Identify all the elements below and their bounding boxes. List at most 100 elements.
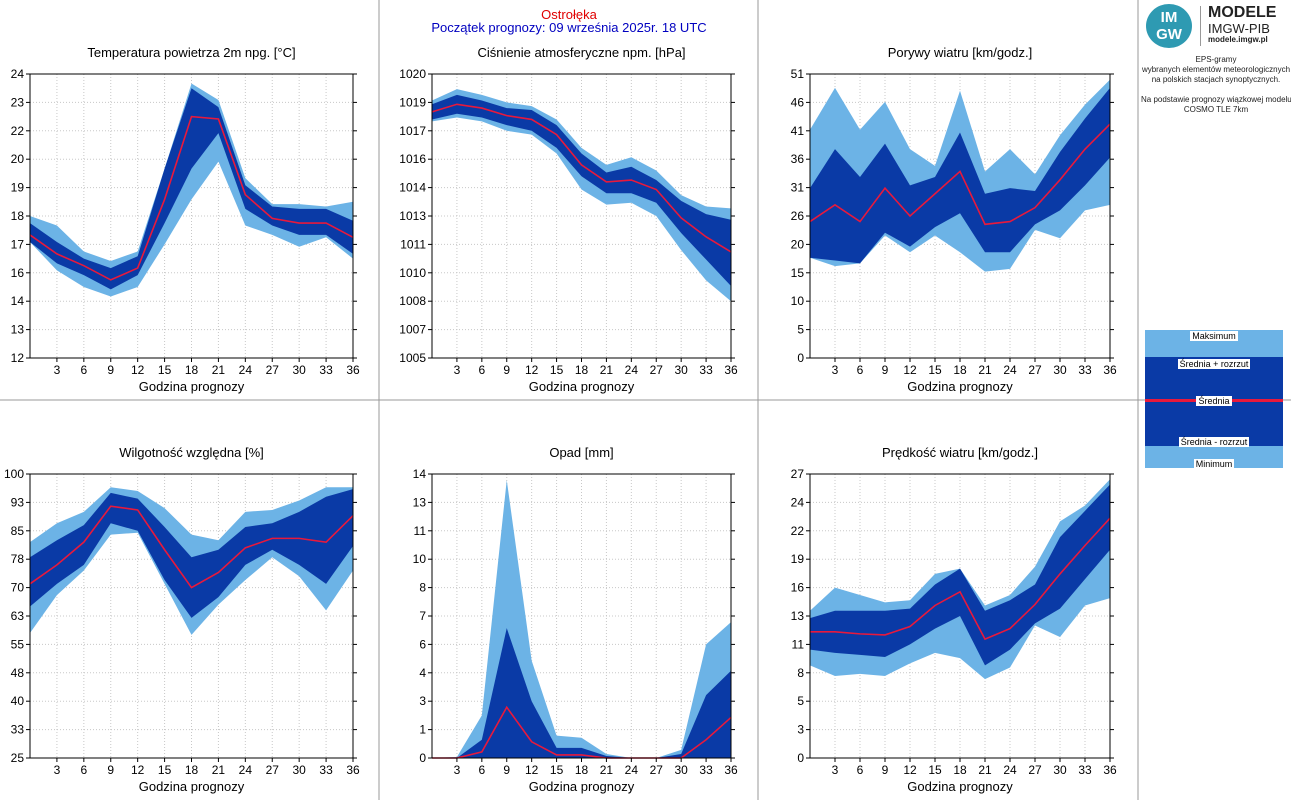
y-tick-label: 7 — [419, 609, 426, 623]
description-line: Na podstawie prognozy wiązkowej modelu — [1141, 95, 1291, 104]
y-tick-label: 20 — [11, 152, 25, 166]
y-tick-label: 8 — [797, 666, 804, 680]
y-tick-label: 10 — [413, 552, 427, 566]
x-tick-label: 21 — [212, 763, 226, 777]
x-tick-label: 6 — [857, 363, 864, 377]
y-tick-label: 46 — [791, 95, 805, 109]
x-tick-label: 30 — [674, 363, 688, 377]
x-tick-label: 15 — [928, 763, 942, 777]
y-tick-label: 1008 — [399, 294, 426, 308]
y-tick-label: 1017 — [399, 124, 426, 138]
x-tick-label: 27 — [650, 763, 664, 777]
y-tick-label: 1019 — [399, 95, 426, 109]
y-tick-label: 13 — [11, 323, 25, 337]
y-tick-label: 16 — [791, 581, 805, 595]
x-tick-label: 3 — [54, 363, 61, 377]
y-tick-label: 15 — [791, 266, 805, 280]
description-line: wybranych elementów meteorologicznych — [1141, 65, 1291, 74]
x-tick-label: 18 — [575, 363, 589, 377]
x-tick-label: 21 — [978, 763, 992, 777]
x-tick-label: 15 — [158, 363, 172, 377]
x-tick-label: 21 — [600, 363, 614, 377]
x-tick-label: 30 — [292, 763, 306, 777]
y-tick-label: 48 — [11, 666, 25, 680]
x-tick-label: 24 — [625, 363, 639, 377]
x-tick-label: 21 — [212, 363, 226, 377]
x-tick-label: 15 — [928, 363, 942, 377]
y-tick-label: 1007 — [399, 323, 426, 337]
mean-line — [810, 517, 1111, 641]
x-tick-label: 33 — [1078, 363, 1092, 377]
y-tick-label: 11 — [414, 524, 427, 538]
y-tick-label: 23 — [11, 95, 25, 109]
x-tick-label: 3 — [454, 363, 461, 377]
y-tick-label: 100 — [4, 467, 24, 481]
x-tick-label: 9 — [503, 763, 510, 777]
x-tick-label: 15 — [550, 763, 564, 777]
y-tick-label: 8 — [419, 581, 426, 595]
y-tick-label: 40 — [11, 694, 25, 708]
x-tick-label: 30 — [1053, 363, 1067, 377]
y-tick-label: 36 — [791, 152, 805, 166]
minmax-band — [432, 480, 731, 758]
x-tick-label: 6 — [80, 363, 87, 377]
y-tick-label: 1013 — [399, 209, 426, 223]
x-tick-label: 30 — [1053, 763, 1067, 777]
y-tick-label: 24 — [11, 67, 25, 81]
logo-url[interactable]: modele.imgw.pl — [1208, 35, 1268, 44]
y-tick-label: 13 — [413, 495, 427, 509]
x-axis-label: Godzina prognozy — [139, 379, 245, 394]
x-tick-label: 9 — [882, 363, 889, 377]
x-tick-label: 9 — [882, 763, 889, 777]
legend-mean-minus-label: Średnia - rozrzut — [1178, 437, 1250, 447]
station-name: Ostrołęka — [541, 7, 597, 22]
x-tick-label: 18 — [953, 363, 967, 377]
x-tick-label: 33 — [699, 363, 713, 377]
x-tick-label: 33 — [699, 763, 713, 777]
mean-line — [29, 505, 354, 589]
x-tick-label: 3 — [54, 763, 61, 777]
imgw-logo[interactable]: IM GW MODELE IMGW-PIB modele.imgw.pl — [1146, 4, 1286, 48]
y-tick-label: 14 — [413, 467, 427, 481]
legend-mean-label: Średnia — [1196, 396, 1232, 406]
y-tick-label: 19 — [791, 552, 805, 566]
legend-max-label: Maksimum — [1190, 331, 1238, 341]
x-tick-label: 6 — [857, 763, 864, 777]
y-tick-label: 51 — [791, 67, 805, 81]
chart-title: Porywy wiatru [km/godz.] — [888, 45, 1033, 60]
x-tick-label: 12 — [903, 763, 917, 777]
x-tick-label: 18 — [185, 363, 199, 377]
legend-min-band — [1145, 446, 1283, 468]
x-tick-label: 36 — [724, 363, 738, 377]
x-tick-label: 24 — [625, 763, 639, 777]
y-tick-label: 6 — [419, 637, 426, 651]
y-tick-label: 3 — [419, 694, 426, 708]
chart-title: Opad [mm] — [549, 445, 613, 460]
x-tick-label: 3 — [832, 363, 839, 377]
y-tick-label: 1014 — [399, 181, 426, 195]
y-tick-label: 13 — [791, 609, 805, 623]
minmax-band — [30, 83, 353, 297]
chart-pressure: 1005 1007 1008 1010 1011 1013 1014 1016 1017 1019… — [399, 45, 738, 394]
x-tick-label: 33 — [319, 363, 333, 377]
x-tick-label: 12 — [903, 363, 917, 377]
y-tick-label: 5 — [797, 323, 804, 337]
y-tick-label: 1 — [419, 723, 426, 737]
x-tick-label: 21 — [600, 763, 614, 777]
legend: Maksimum Średnia + rozrzut Średnia Średn… — [1145, 330, 1283, 469]
y-tick-label: 1010 — [399, 266, 426, 280]
spread-band — [432, 628, 731, 758]
x-tick-label: 27 — [266, 363, 280, 377]
y-tick-label: 26 — [791, 209, 805, 223]
x-tick-label: 27 — [650, 363, 664, 377]
y-tick-label: 41 — [791, 124, 805, 138]
description-line — [1141, 85, 1291, 95]
x-tick-label: 24 — [239, 763, 253, 777]
x-tick-label: 33 — [1078, 763, 1092, 777]
description-line: na polskich stacjach synoptycznych. — [1151, 75, 1281, 84]
x-axis-label: Godzina prognozy — [139, 779, 245, 794]
